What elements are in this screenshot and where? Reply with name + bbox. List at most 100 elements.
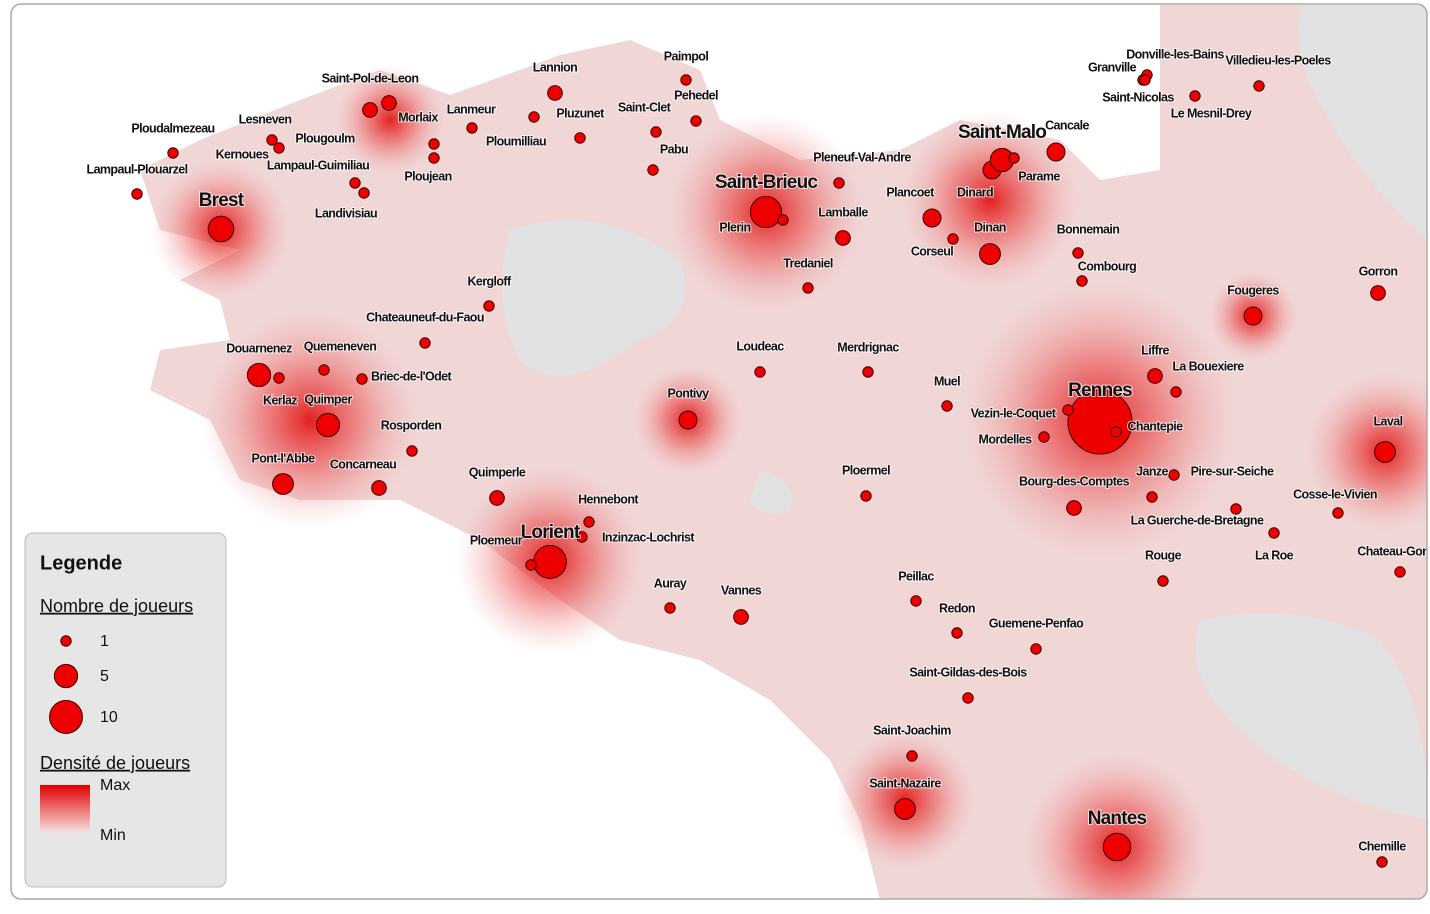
city-dot [272,473,294,495]
city-dot [583,516,595,528]
city-label: Chemille [1358,839,1406,853]
city-label: Quimperle [469,465,526,479]
city-label: Saint-Nazaire [869,776,941,790]
legend-size-dot [53,663,79,689]
city-label: Quimper [304,392,352,406]
city-label: Vannes [721,583,762,597]
city-dot [690,115,702,127]
city-label: Douarnenez [226,341,292,355]
city-dot [862,366,874,378]
city-dot [533,545,567,579]
city-label: Pleneuf-Val-Andre [813,150,911,164]
city-dot [167,147,179,159]
city-label: La Roe [1255,548,1294,562]
city-dot [941,400,953,412]
city-dots [131,69,1406,868]
city-label: Le Mesnil-Drey [1171,106,1252,120]
city-dot [483,300,495,312]
city-label: Ploumilliau [486,134,546,148]
city-dot [979,243,1001,265]
city-dot [466,122,478,134]
city-label: Laval [1374,414,1403,428]
city-label: Inzinzac-Lochrist [602,530,695,544]
city-dot [1072,247,1084,259]
city-label: Chantepie [1127,419,1183,433]
city-label: Rosporden [381,418,442,432]
city-dot [1394,566,1406,578]
land [140,5,1427,899]
city-label: Morlaix [398,110,438,124]
legend-max: Max [100,777,130,794]
city-dot [906,750,918,762]
low-density [502,5,1427,820]
city-label: Pluzunet [556,106,605,120]
city-dot [962,692,974,704]
city-label: Pabu [660,142,688,156]
city-dot [547,85,563,101]
city-label: Ploujean [404,169,451,183]
city-label: Gorron [1359,264,1398,278]
city-dot [419,337,431,349]
city-label: Pontivy [668,386,710,400]
legend-size-dot [49,700,83,734]
city-dot [833,177,845,189]
city-label: Lampaul-Guimiliau [267,158,369,172]
city-label: Cosse-le-Vivien [1293,487,1377,501]
city-dot [1102,832,1132,862]
city-label: Auray [654,576,687,590]
city-dot [1147,368,1163,384]
city-label: Guemene-Penfao [989,616,1084,630]
city-dot [266,134,278,146]
city-label: Brest [199,190,245,211]
city-dot [664,602,676,614]
legend-density-title: Densité de joueurs [40,753,190,773]
city-label: La Bouexiere [1172,359,1244,373]
city-label: Granville [1088,60,1137,74]
city-dot [1332,507,1344,519]
city-label: Rouge [1145,548,1182,562]
city-label: Hennebont [578,492,639,506]
legend-size-dot [60,635,72,647]
city-dot [922,208,942,228]
legend-size-title: Nombre de joueurs [40,596,193,616]
city-dot [356,373,368,385]
city-label: Saint-Clet [618,100,672,114]
legend-density-ramp [40,785,90,833]
frame [10,3,1428,900]
city-label: Bonnemain [1057,222,1120,236]
city-label: Paimpol [664,49,709,63]
city-dot [894,798,916,820]
city-dot [650,126,662,138]
city-label: Concarneau [330,457,396,471]
city-dot [1146,491,1158,503]
city-dot [1374,441,1396,463]
city-dot [777,214,789,226]
city-label: Ploemeur [470,533,523,547]
city-dot [318,364,330,376]
city-label: Peillac [898,569,934,583]
city-dot [406,445,418,457]
city-dot [246,362,272,388]
legend-size-label: 1 [100,633,109,650]
city-label: Pehedel [674,88,718,102]
city-label: Vezin-le-Coquet [971,406,1057,420]
city-label: Lanmeur [447,102,496,116]
city-dot [1076,275,1088,287]
legend-title: Legende [40,552,122,574]
map-area: BrestSaint-Pol-de-LeonMorlaixLesnevenPlo… [11,4,1430,899]
city-dot [1189,90,1201,102]
city-dot [574,132,586,144]
city-label: Landivisiau [315,206,377,220]
city-label: Chateau-Gont [1357,544,1430,558]
city-label: Redon [939,601,975,615]
city-label: Pont-l'Abbe [251,451,315,465]
city-dot [371,480,387,496]
city-label: Plerin [719,220,750,234]
city-dot [1157,575,1169,587]
city-dot [1268,527,1280,539]
city-label: Parame [1018,169,1060,183]
city-label: Briec-de-l'Odet [371,369,453,383]
city-label: Cancale [1045,118,1089,132]
city-label: Lorient [521,522,581,543]
